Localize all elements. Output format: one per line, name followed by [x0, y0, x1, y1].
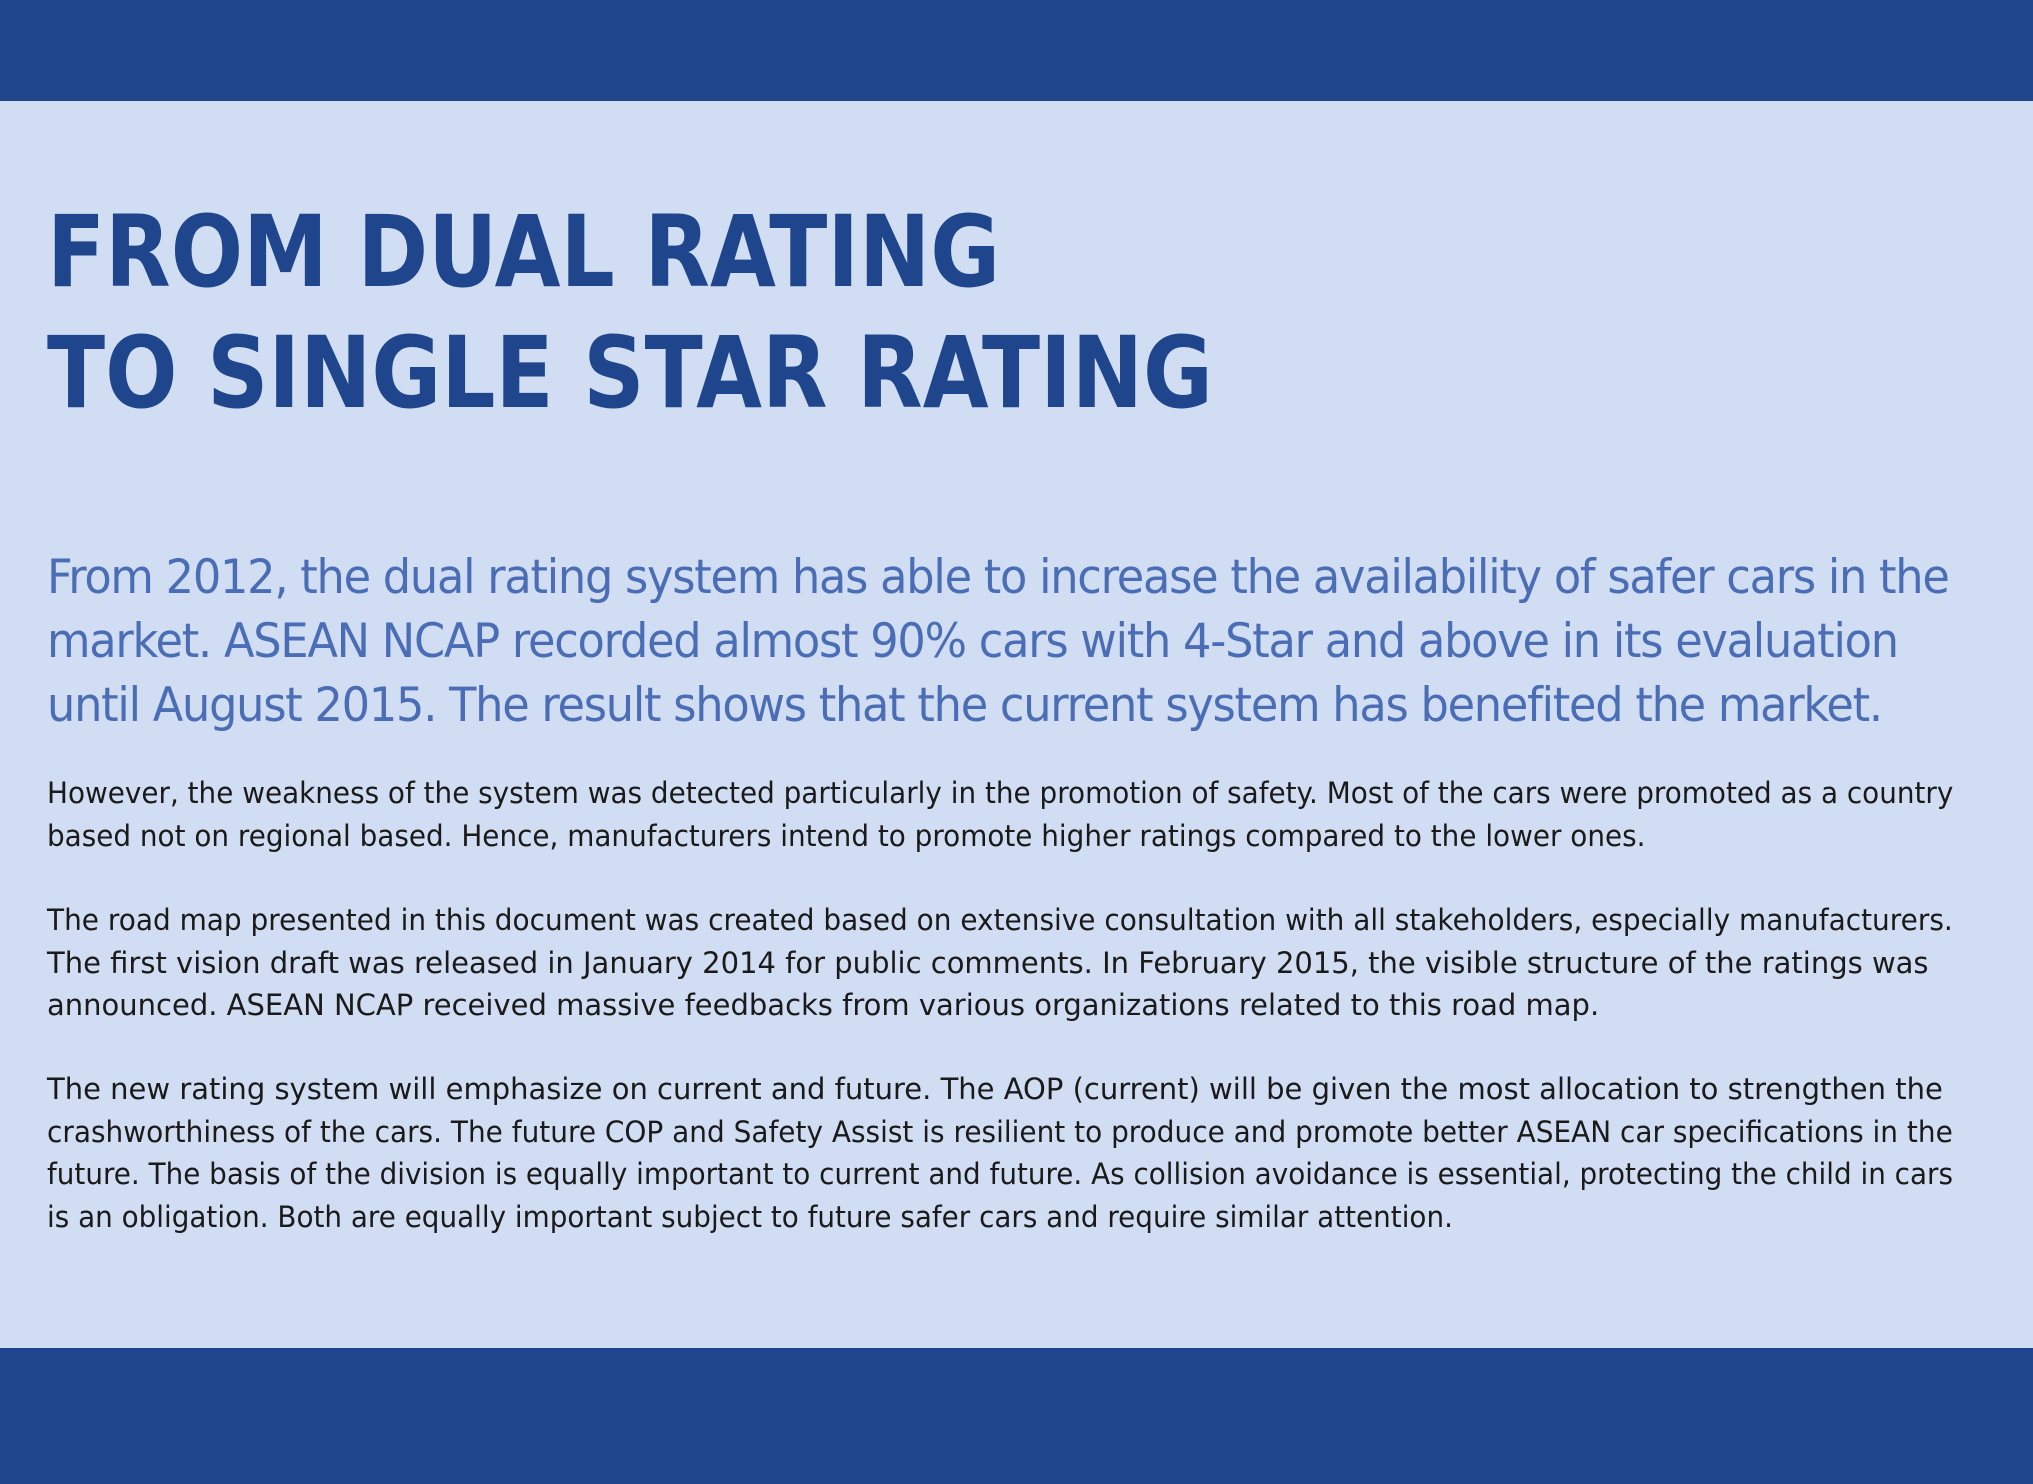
title-line-1: FROM DUAL RATING — [47, 195, 1001, 310]
paragraph-line: The new rating system will emphasize on … — [47, 1072, 1943, 1106]
paragraph-line: future. The basis of the division is equ… — [47, 1157, 1953, 1191]
document-content: FROM DUAL RATING TO SINGLE STAR RATING F… — [47, 192, 1953, 1234]
paragraph-line: based not on regional based. Hence, manu… — [47, 818, 1646, 853]
lead-line-2: market. ASEAN NCAP recorded almost 90% c… — [47, 614, 1899, 669]
body-paragraph-road-map: The road map presented in this document … — [47, 899, 1953, 1027]
paragraph-line: announced. ASEAN NCAP received massive f… — [47, 988, 1600, 1022]
paragraph-line: crashworthiness of the cars. The future … — [47, 1114, 1953, 1149]
lead-paragraph: From 2012, the dual rating system has ab… — [47, 546, 1950, 738]
title-line-2: TO SINGLE STAR RATING — [47, 316, 1213, 431]
bottom-banner — [0, 1348, 2033, 1484]
page-title: FROM DUAL RATING TO SINGLE STAR RATING — [47, 192, 1686, 434]
body-paragraph-weakness: However, the weakness of the system was … — [47, 772, 1953, 857]
lead-line-1: From 2012, the dual rating system has ab… — [47, 550, 1950, 605]
paragraph-line: is an obligation. Both are equally impor… — [47, 1199, 1453, 1234]
top-banner — [0, 0, 2033, 101]
body-paragraph-new-system: The new rating system will emphasize on … — [47, 1068, 1953, 1238]
paragraph-line: The road map presented in this document … — [47, 903, 1953, 937]
paragraph-line: However, the weakness of the system was … — [47, 776, 1954, 810]
paragraph-line: The first vision draft was released in J… — [47, 945, 1929, 980]
lead-line-3: until August 2015. The result shows that… — [47, 678, 1883, 733]
